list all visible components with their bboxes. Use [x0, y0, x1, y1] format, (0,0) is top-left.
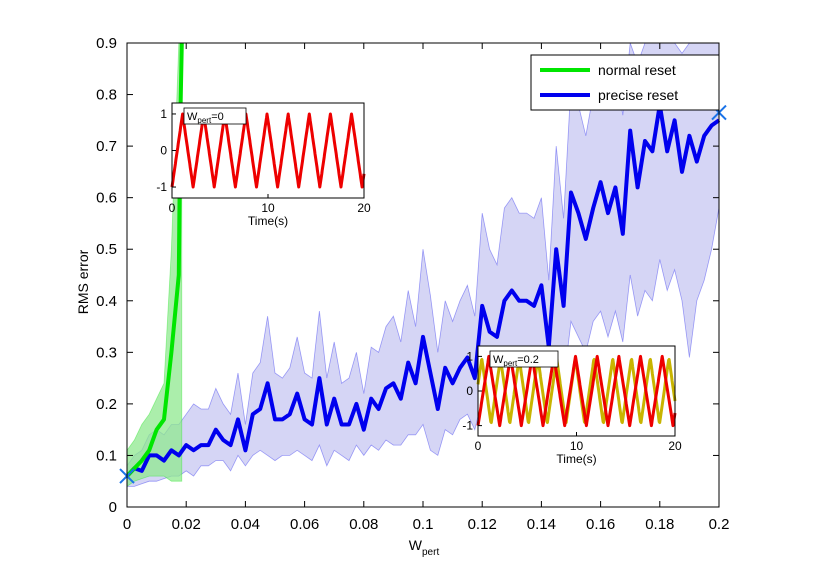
x-tick-label: 0.12 — [468, 516, 497, 533]
inset-annotation: Wpert=0.2 — [489, 350, 559, 368]
legend-box — [530, 54, 720, 111]
x-tick-label: 0.2 — [709, 516, 730, 533]
y-tick-label: 0.3 — [96, 344, 117, 361]
y-tick-label: 0.1 — [96, 447, 117, 464]
annotation-subscript: pert — [503, 359, 518, 368]
x-tick-label: 0.16 — [586, 516, 615, 533]
legend: normal reset precise reset — [530, 54, 720, 111]
annotation-symbol: W — [187, 111, 198, 123]
y-tick-label: 0.6 — [96, 190, 117, 207]
legend-label-normal-reset: normal reset — [598, 62, 676, 78]
inset-y-tick-label: 0 — [160, 144, 167, 158]
y-tick-label: 0.2 — [96, 396, 117, 413]
x-axis-label-main: W — [409, 537, 423, 553]
y-tick-label: 0.7 — [96, 138, 117, 155]
inset-y-tick-label: 1 — [466, 349, 473, 363]
y-tick-label: 0.9 — [96, 35, 117, 52]
x-tick-label: 0.18 — [645, 516, 674, 533]
inset-x-tick-label: 20 — [357, 201, 371, 215]
inset-x-tick-label: 20 — [668, 439, 682, 453]
y-tick-label: 0.5 — [96, 241, 117, 258]
x-tick-label: 0 — [123, 516, 131, 533]
x-tick-label: 0.06 — [290, 516, 319, 533]
line-precise-reset — [125, 102, 721, 478]
y-axis-label: RMS error — [75, 249, 91, 314]
x-tick-label: 0.02 — [172, 516, 201, 533]
y-tick-label: 0.8 — [96, 87, 117, 104]
x-tick-label: 0.04 — [231, 516, 260, 533]
y-tick-label: 0 — [109, 499, 117, 516]
legend-label-precise-reset: precise reset — [598, 87, 678, 103]
inset-annotation: Wpert=0 — [183, 107, 247, 125]
annotation-subscript: pert — [197, 116, 212, 125]
x-axis-label-sub: pert — [422, 547, 439, 558]
inset-x-tick-label: 0 — [475, 439, 482, 453]
y-tick-label: 0.4 — [96, 293, 117, 310]
annotation-symbol: W — [493, 354, 504, 366]
x-tick-label: 0.08 — [349, 516, 378, 533]
main-axes: 0 0.02 0.04 0.06 0.08 0.1 0.12 0.14 0.16 0.18 0.2 0… — [96, 35, 729, 533]
inset-y-tick-label: 1 — [160, 107, 167, 121]
inset-x-tick-label: 10 — [570, 439, 584, 453]
inset-y-tick-label: 0 — [466, 384, 473, 398]
inset-y-tick-label: -1 — [156, 180, 167, 194]
x-axis-label: Wpert — [409, 537, 440, 558]
inset-y-tick-label: -1 — [462, 419, 473, 433]
inset-x-axis-label: Time(s) — [248, 214, 288, 228]
x-tick-label: 0.1 — [413, 516, 434, 533]
inset-x-tick-label: 0 — [169, 201, 176, 215]
annotation-value: =0.2 — [517, 354, 539, 366]
inset-x-axis-label: Time(s) — [556, 452, 596, 466]
inset-x-tick-label: 10 — [261, 201, 275, 215]
x-tick-label: 0.14 — [527, 516, 556, 533]
svg-text:Wpert=0: Wpert=0 — [187, 111, 224, 125]
annotation-value: =0 — [211, 111, 224, 123]
svg-text:Wpert=0.2: Wpert=0.2 — [493, 354, 539, 368]
